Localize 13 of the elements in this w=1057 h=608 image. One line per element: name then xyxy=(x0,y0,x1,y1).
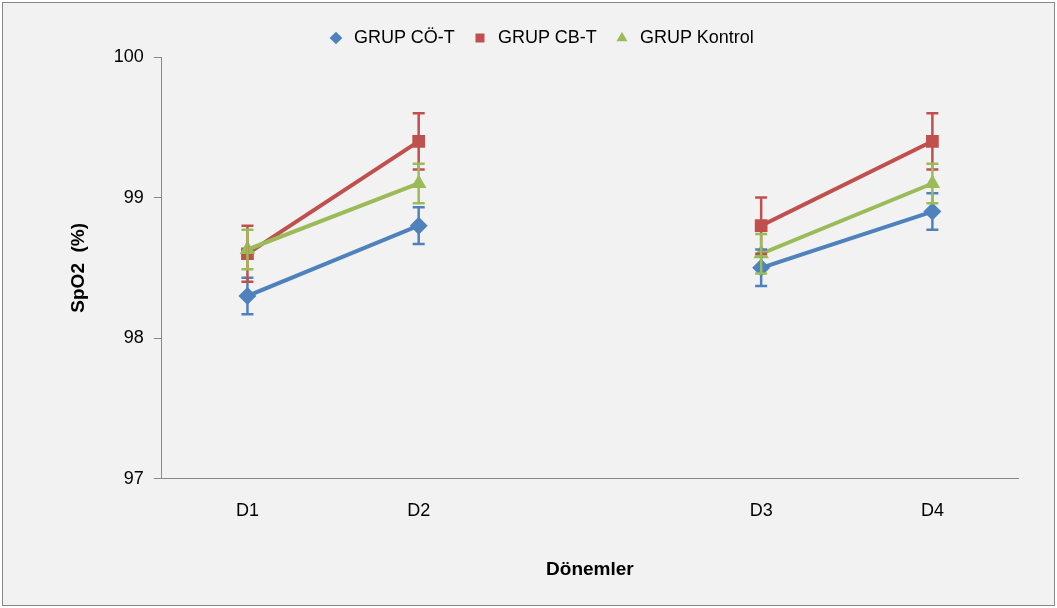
y-axis-title: SpO2 (%) xyxy=(66,222,88,313)
legend-label: GRUP CÖ-T xyxy=(353,26,455,47)
x-tick-label: D2 xyxy=(407,500,431,521)
legend-label: GRUP CB-T xyxy=(497,26,597,47)
y-tick-label: 100 xyxy=(113,45,144,66)
y-tick-label: 99 xyxy=(123,186,144,207)
x-tick-label: D1 xyxy=(235,500,259,521)
x-axis-title: Dönemler xyxy=(546,557,635,579)
x-tick-label: D4 xyxy=(920,500,944,521)
y-tick-label: 97 xyxy=(123,467,144,488)
x-tick-label: D3 xyxy=(749,500,773,521)
y-tick-label: 98 xyxy=(123,327,144,348)
legend-label: GRUP Kontrol xyxy=(639,26,754,47)
